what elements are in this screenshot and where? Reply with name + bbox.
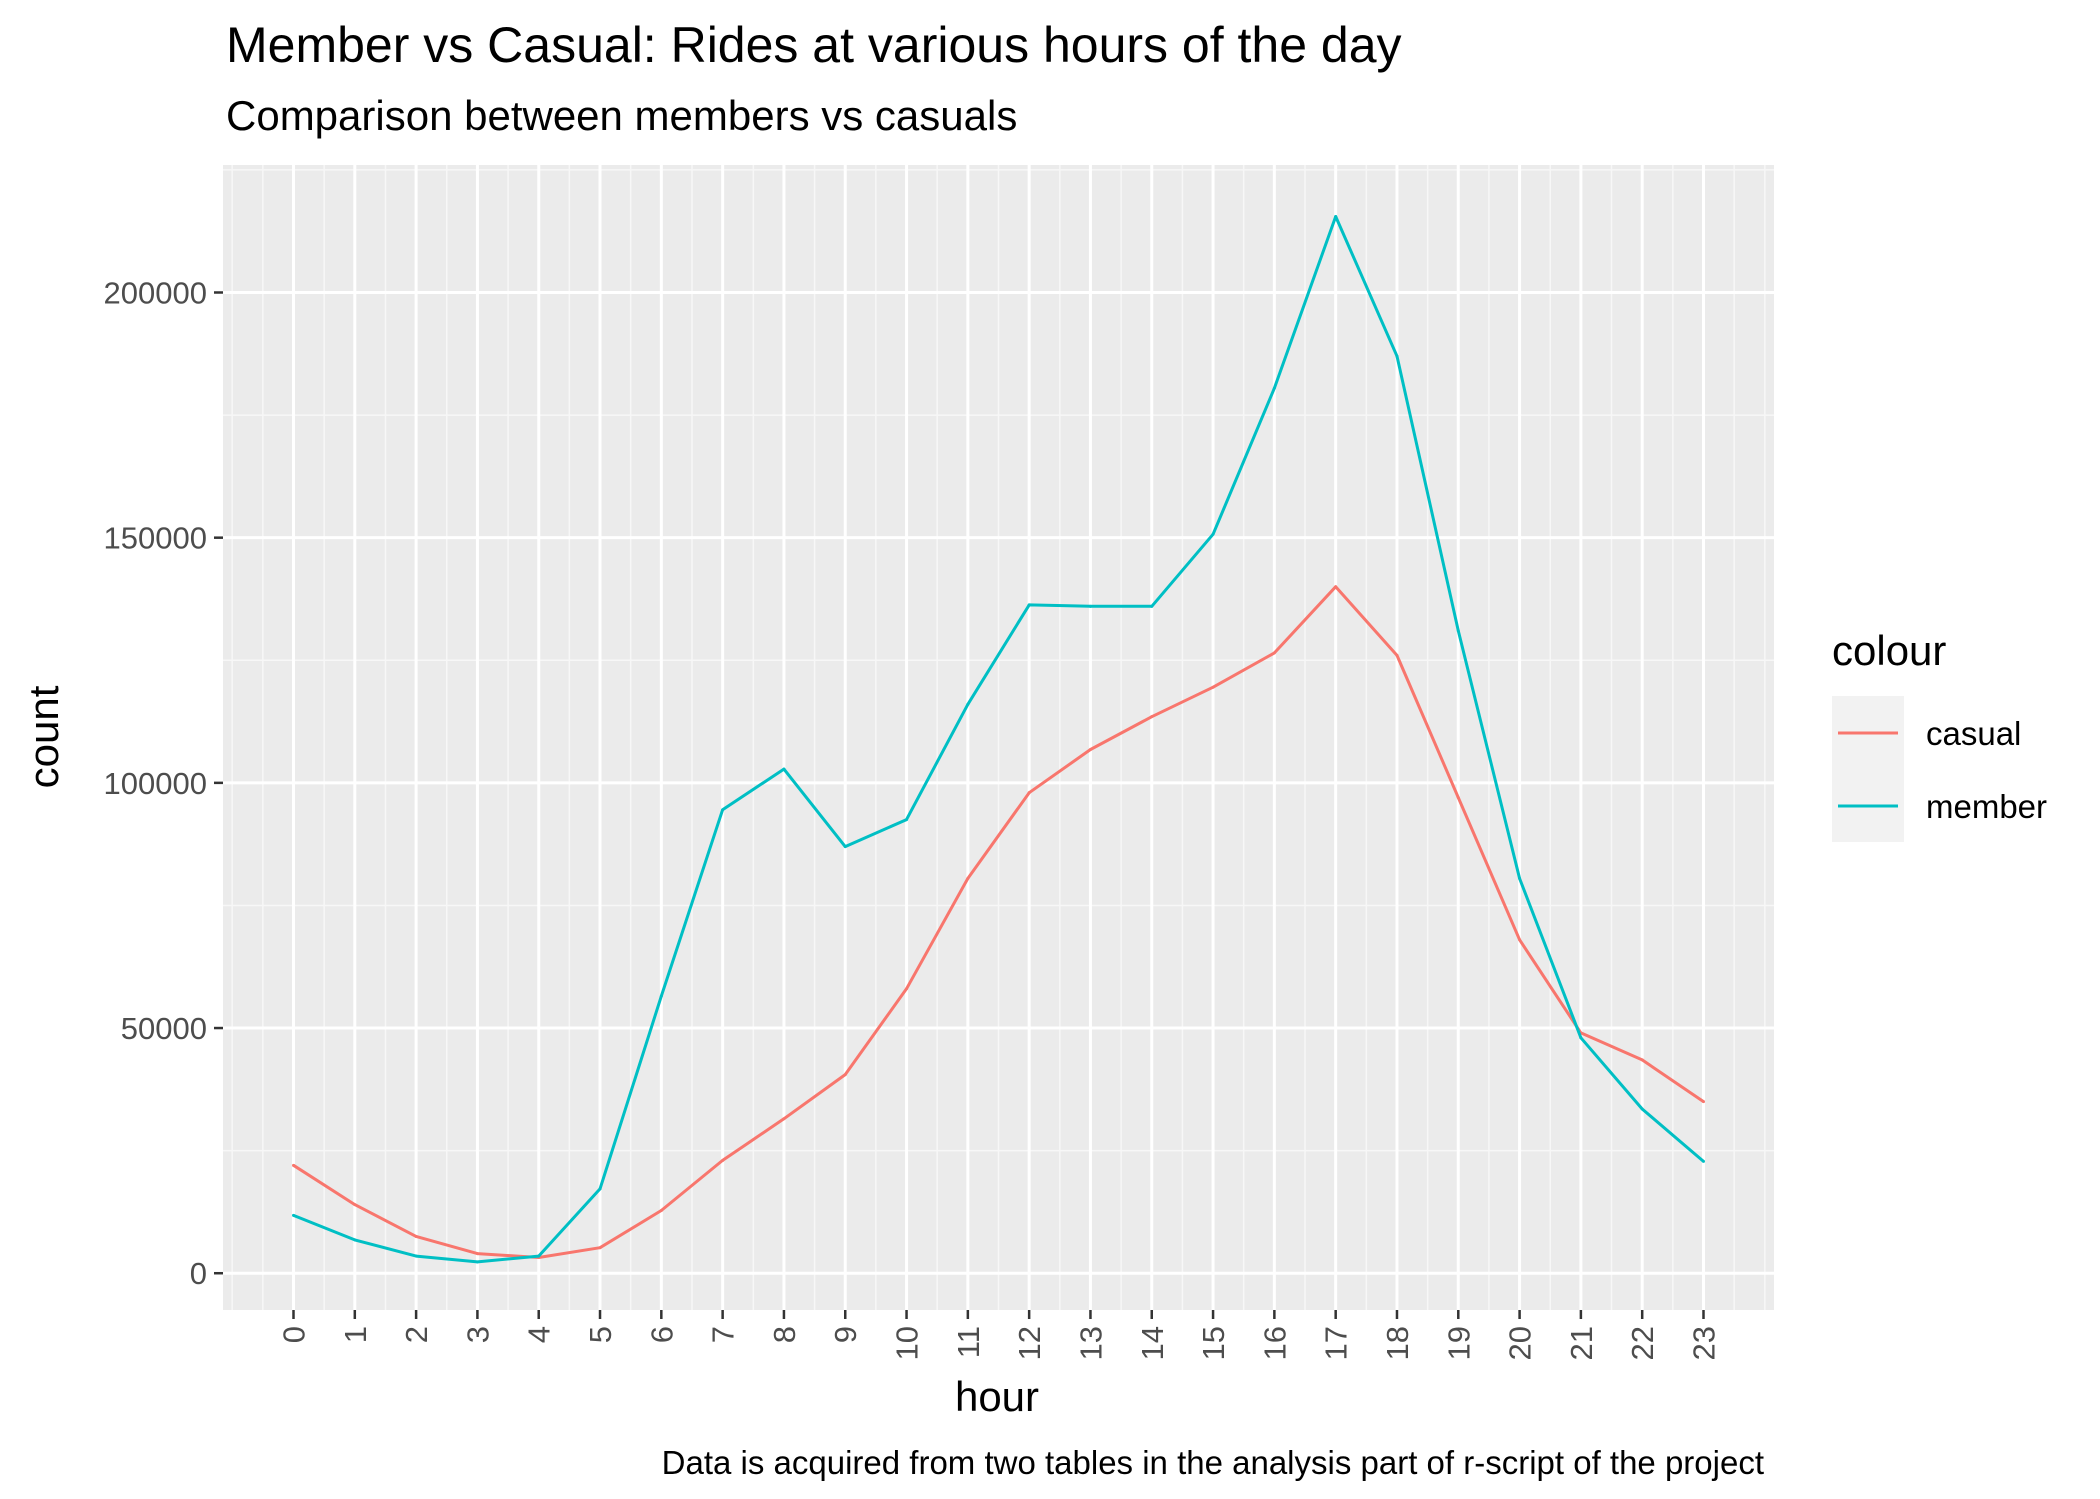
data-point-member (353, 1238, 357, 1242)
data-point-casual (1456, 796, 1460, 800)
x-tick-label: 16 (1257, 1326, 1292, 1360)
series-line-member (292, 215, 1705, 1264)
data-point-casual (1027, 791, 1031, 795)
data-point-member (1395, 354, 1399, 358)
data-point-casual (1518, 938, 1522, 942)
x-tick-label: 20 (1503, 1326, 1538, 1360)
data-point-casual (905, 987, 909, 991)
data-point-casual (1088, 748, 1092, 752)
x-tick-label: 15 (1196, 1326, 1231, 1360)
data-point-member (1211, 532, 1215, 536)
data-point-casual (966, 876, 970, 880)
data-point-casual (843, 1073, 847, 1077)
data-point-member (414, 1254, 418, 1258)
legend-title: colour (1832, 627, 1946, 674)
chart-title: Member vs Casual: Rides at various hours… (226, 17, 1402, 73)
data-point-member (721, 808, 725, 812)
x-tick-label: 17 (1319, 1326, 1354, 1360)
data-point-member (292, 1213, 295, 1217)
data-point-casual (1272, 651, 1276, 655)
data-point-casual (353, 1203, 357, 1207)
x-tick-label: 11 (951, 1326, 986, 1358)
data-point-member (1702, 1159, 1705, 1163)
y-tick-label: 100000 (104, 766, 207, 801)
data-point-casual (1702, 1100, 1705, 1104)
major-gridlines (223, 165, 1774, 1310)
data-point-member (782, 767, 786, 771)
data-point-casual (475, 1252, 479, 1256)
x-tick-label: 13 (1074, 1326, 1109, 1360)
x-tick-label: 14 (1135, 1326, 1170, 1360)
x-tick-label: 2 (399, 1326, 434, 1343)
data-point-casual (414, 1234, 418, 1238)
x-tick-label: 0 (277, 1326, 312, 1343)
x-tick-label: 21 (1564, 1326, 1599, 1360)
x-tick-label: 1 (338, 1326, 373, 1343)
legend-key-background (1832, 696, 1904, 842)
minor-gridlines (223, 165, 1774, 1310)
y-axis: 0 50000 100000 150000 200000 (104, 275, 223, 1291)
data-point-casual (1640, 1058, 1644, 1062)
data-point-member (1272, 386, 1276, 390)
series-layer (292, 214, 1705, 1264)
chart-subtitle: Comparison between members vs casuals (226, 92, 1017, 139)
legend: colour casual member (1832, 627, 2047, 842)
data-point-casual (782, 1117, 786, 1121)
data-point-member (1334, 214, 1338, 218)
data-point-casual (1211, 685, 1215, 689)
y-tick-label: 0 (190, 1256, 207, 1291)
data-point-member (475, 1260, 479, 1264)
data-point-casual (598, 1246, 602, 1250)
chart-caption: Data is acquired from two tables in the … (662, 1444, 1764, 1481)
x-tick-label: 6 (644, 1326, 679, 1343)
data-point-member (1150, 604, 1154, 608)
data-point-member (1088, 604, 1092, 608)
data-point-casual (292, 1163, 295, 1167)
y-tick-label: 50000 (121, 1011, 207, 1046)
y-tick-label: 200000 (104, 275, 207, 310)
legend-label-member: member (1926, 788, 2047, 825)
data-point-member (1456, 629, 1460, 633)
x-tick-label: 8 (767, 1326, 802, 1343)
x-tick-label: 19 (1441, 1326, 1476, 1360)
data-point-member (1027, 603, 1031, 607)
x-tick-label: 7 (706, 1326, 741, 1343)
legend-label-casual: casual (1926, 715, 2021, 752)
data-point-member (1640, 1107, 1644, 1111)
x-tick-label: 18 (1380, 1326, 1415, 1360)
data-point-member (537, 1254, 541, 1258)
y-tick-label: 150000 (104, 521, 207, 556)
data-point-member (1579, 1036, 1583, 1040)
x-tick-label: 9 (828, 1326, 863, 1343)
data-point-member (905, 818, 909, 822)
x-axis-title: hour (955, 1373, 1039, 1420)
x-tick-label: 12 (1012, 1326, 1047, 1360)
data-point-casual (1395, 653, 1399, 657)
data-point-member (966, 702, 970, 706)
x-tick-label: 10 (890, 1326, 925, 1360)
data-point-member (1518, 876, 1522, 880)
x-tick-label: 23 (1687, 1326, 1722, 1360)
y-axis-title: count (20, 685, 67, 788)
x-axis: 0 1 2 3 4 5 6 7 8 9 10 11 12 13 14 15 16 17 18 19 20 21 22 23 (277, 1310, 1722, 1360)
data-point-casual (1334, 585, 1338, 589)
data-point-casual (659, 1208, 663, 1212)
data-point-member (843, 845, 847, 849)
x-tick-label: 4 (522, 1326, 557, 1343)
x-tick-label: 3 (460, 1326, 495, 1343)
x-tick-label: 5 (583, 1326, 618, 1343)
data-point-casual (1150, 715, 1154, 719)
x-tick-label: 22 (1625, 1326, 1660, 1360)
data-point-casual (721, 1158, 725, 1162)
data-point-member (659, 994, 663, 998)
data-point-member (598, 1187, 602, 1191)
